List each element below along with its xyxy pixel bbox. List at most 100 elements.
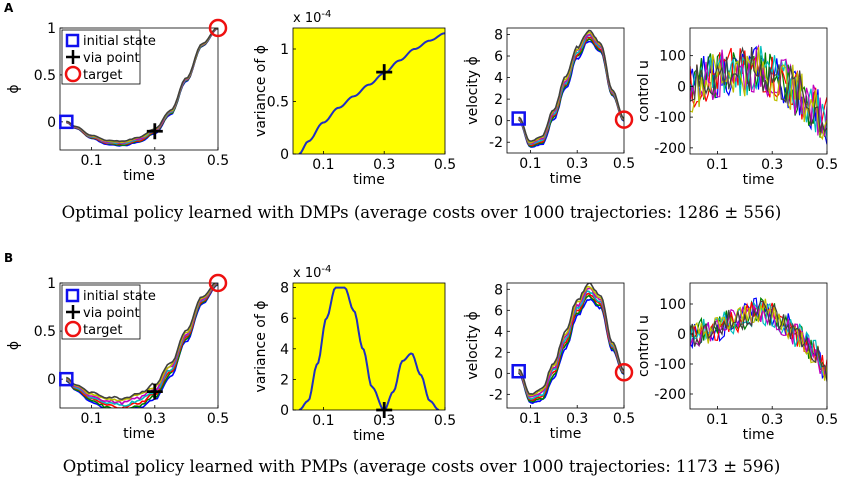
y-axis-label: control u <box>636 315 652 377</box>
axes-frame <box>506 27 625 154</box>
data-group <box>298 286 440 410</box>
x-tick-label: 0.1 <box>706 412 728 428</box>
x-tick-label: 0.3 <box>144 153 166 169</box>
y-tick-label: 0.5 <box>34 68 56 84</box>
axes-frame <box>689 282 828 410</box>
data-group <box>65 283 218 408</box>
x-tick-label: 0.5 <box>207 411 229 427</box>
x-tick-label: 0.1 <box>312 413 334 429</box>
chart-A-vel: 0.1 0.3 0.5 -2 0 2 4 6 8 time velocity ϕ̇ <box>463 27 635 187</box>
via-point-marker <box>146 383 163 400</box>
y-tick-label: 0 <box>47 115 56 131</box>
plot-area <box>507 28 624 153</box>
data-group <box>690 296 827 382</box>
x-tick-label: 0.1 <box>519 411 541 427</box>
x-tick-label: 0.3 <box>144 411 166 427</box>
y-tick-label: 4 <box>280 342 289 358</box>
x-tick-label: 0.3 <box>373 413 395 429</box>
target-marker <box>614 110 634 129</box>
axes-frame <box>292 27 446 155</box>
data-group <box>518 283 624 405</box>
x-tick-label: 0.1 <box>80 153 102 169</box>
y-tick-label: 0 <box>494 366 503 382</box>
initial-state-marker <box>511 111 526 126</box>
caption-a: Optimal policy learned with DMPs (averag… <box>61 203 782 222</box>
legend-target-icon <box>64 320 82 338</box>
trajectory-line <box>518 29 624 143</box>
axes-frame <box>59 27 219 151</box>
y-tick-label: 4 <box>494 71 503 87</box>
x-axis-label: time <box>743 427 775 443</box>
y-axis-label: velocity ϕ̇ <box>463 311 481 379</box>
scale-base: x 10 <box>293 266 321 281</box>
y-axis-label: variance of ϕ <box>253 301 269 393</box>
y-tick-label: -100 <box>654 357 686 373</box>
plot-area <box>293 28 445 154</box>
legend-initial-label: initial state <box>83 289 156 304</box>
y-tick-label: 1 <box>47 276 56 292</box>
variance-line <box>298 286 440 410</box>
scale-label: x 10-4 <box>293 9 331 26</box>
y-tick-label: 0 <box>677 79 686 95</box>
trajectory-line <box>690 46 827 133</box>
plot-area <box>293 283 445 410</box>
y-tick-label: 0 <box>280 403 289 419</box>
x-tick-label: 0.5 <box>613 156 635 172</box>
y-tick-label: 8 <box>280 281 289 297</box>
chart-B-var: 0.1 0.3 0.5 0 2 4 6 8 time variance of ϕ x 10-4 <box>253 264 456 444</box>
caption-b: Optimal policy learned with PMPs (averag… <box>62 457 781 476</box>
x-tick-label: 0.5 <box>613 411 635 427</box>
scale-exponent: -4 <box>321 264 331 275</box>
legend-via-icon <box>66 50 80 64</box>
legend-via-icon <box>66 305 80 319</box>
y-axis-label: velocity ϕ̇ <box>463 56 481 124</box>
y-tick-label: 0 <box>494 114 503 130</box>
trajectory-line <box>690 300 827 382</box>
y-tick-label: 2 <box>494 92 503 108</box>
y-tick-label: 6 <box>494 49 503 65</box>
data-group <box>518 29 624 148</box>
target-marker <box>208 273 228 293</box>
y-tick-label: 2 <box>280 372 289 388</box>
y-tick-label: 6 <box>280 311 289 327</box>
legend-initial-icon <box>65 288 80 303</box>
y-tick-label: 0 <box>47 372 56 388</box>
axes-frame <box>59 282 219 409</box>
x-axis-label: time <box>353 172 385 188</box>
x-tick-label: 0.5 <box>207 153 229 169</box>
y-tick-label: -100 <box>654 110 686 126</box>
initial-state-marker <box>511 363 526 379</box>
via-point-marker <box>376 402 393 418</box>
y-tick-label: 0 <box>280 147 289 163</box>
panel-label-b: B <box>4 251 13 265</box>
trajectory-line <box>518 283 624 396</box>
y-axis-label: control u <box>636 60 652 122</box>
initial-state-marker <box>59 114 74 130</box>
x-tick-label: 0.1 <box>706 157 728 173</box>
y-tick-label: 1 <box>280 42 289 58</box>
y-tick-label: 1 <box>47 21 56 37</box>
y-tick-label: 4 <box>494 324 503 340</box>
y-axis-label: ϕ <box>6 84 22 93</box>
y-tick-label: 0.5 <box>34 324 56 340</box>
y-tick-label: 2 <box>494 345 503 361</box>
scale-label: x 10-4 <box>293 264 331 281</box>
legend-target-label: target <box>83 323 123 338</box>
x-axis-label: time <box>743 172 775 188</box>
x-axis-label: time <box>123 426 155 442</box>
legend-via-label: via point <box>83 51 140 66</box>
x-axis-label: time <box>550 426 582 442</box>
y-axis-label: ϕ <box>6 341 22 350</box>
legend: initial state via point target <box>61 284 156 340</box>
plot-area <box>690 283 827 409</box>
x-tick-label: 0.3 <box>373 157 395 173</box>
y-axis-label: variance of ϕ <box>253 45 269 137</box>
y-tick-label: 0 <box>677 327 686 343</box>
x-tick-label: 0.1 <box>519 156 541 172</box>
trajectory-line <box>66 28 218 143</box>
legend-initial-label: initial state <box>83 34 156 49</box>
y-tick-label: -2 <box>489 387 503 403</box>
x-tick-label: 0.5 <box>434 157 456 173</box>
legend-target-icon <box>64 65 82 83</box>
x-tick-label: 0.5 <box>816 157 838 173</box>
